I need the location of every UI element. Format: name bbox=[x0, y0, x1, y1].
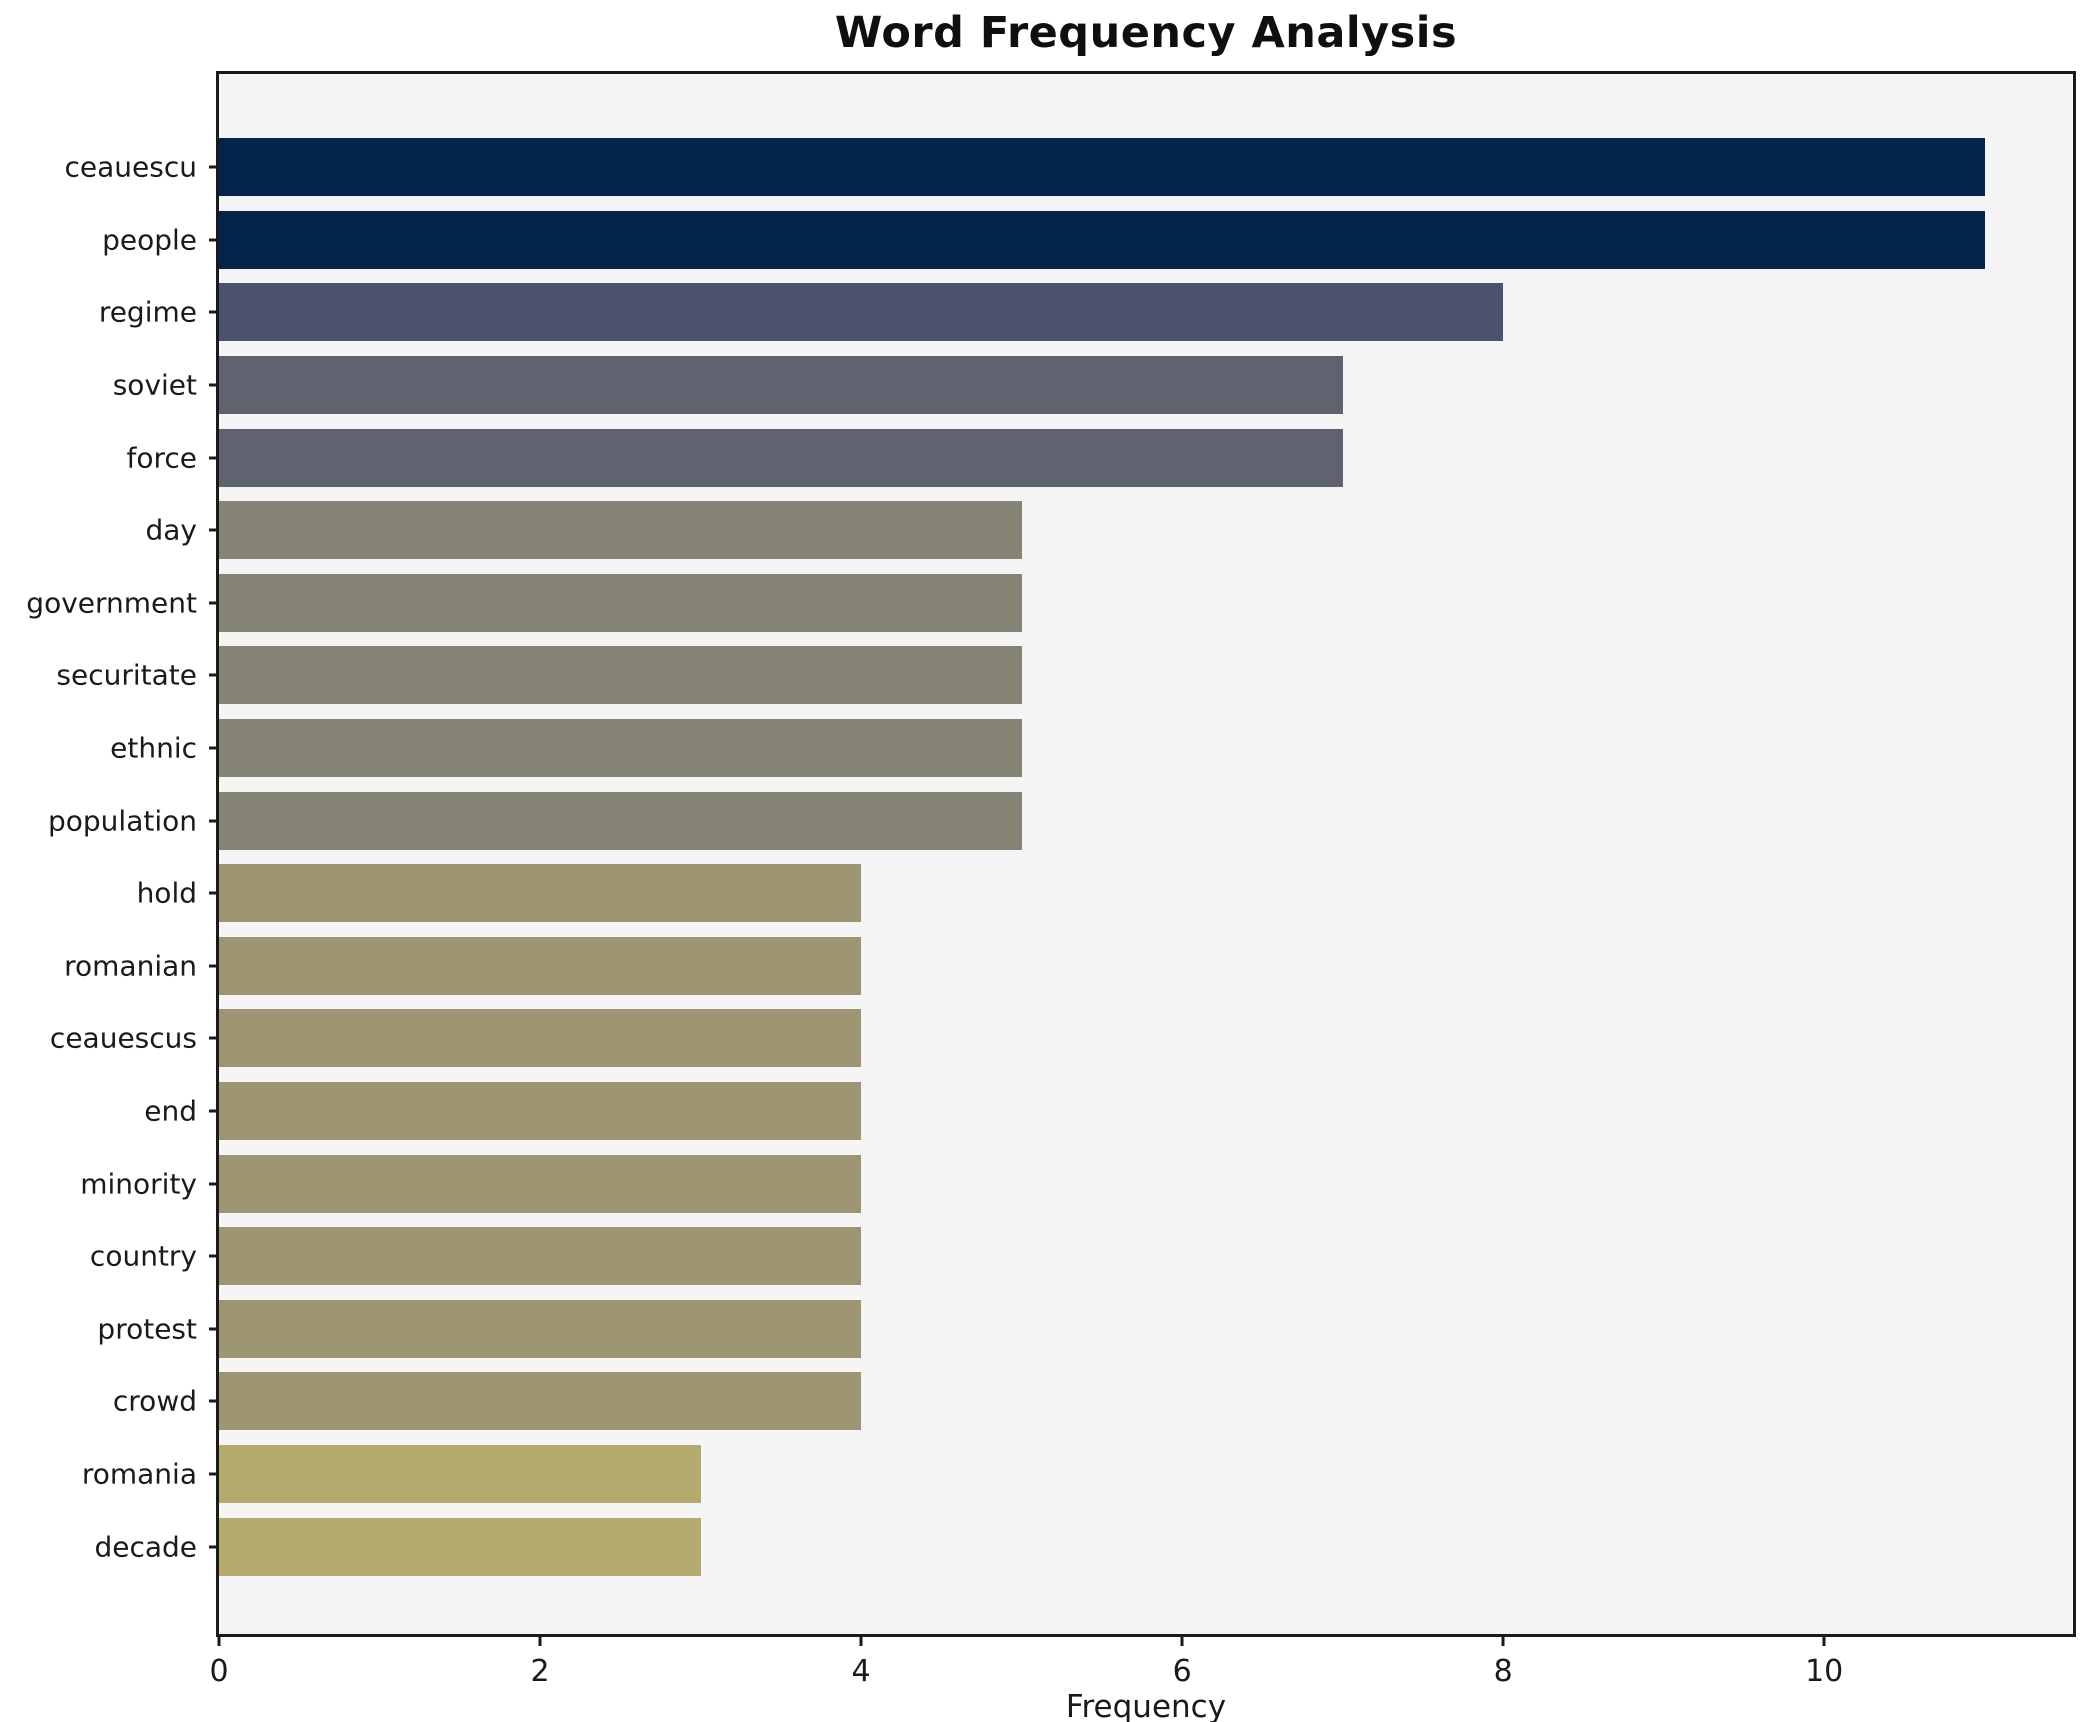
bar-row: country bbox=[90, 1220, 2073, 1293]
frequency-bar bbox=[219, 1154, 862, 1213]
y-tick-mark bbox=[209, 1472, 219, 1476]
x-tick-label: 0 bbox=[209, 1654, 229, 1689]
y-tick-mark bbox=[209, 456, 219, 460]
frequency-bar bbox=[219, 1372, 862, 1431]
bar-row: population bbox=[48, 784, 2073, 857]
frequency-bar bbox=[219, 1444, 701, 1503]
y-axis-category-label: romania bbox=[81, 1457, 197, 1491]
bar-row: securitate bbox=[56, 639, 2073, 712]
y-axis-category-label: crowd bbox=[112, 1384, 197, 1418]
y-axis-category-label: population bbox=[48, 804, 197, 838]
frequency-bar bbox=[219, 791, 1022, 850]
y-axis-category-label: protest bbox=[97, 1312, 197, 1346]
y-tick-mark bbox=[209, 1036, 219, 1040]
x-axis-label: Frequency bbox=[1065, 1689, 1227, 1722]
bar-row: regime bbox=[99, 276, 2073, 349]
chart-title: Word Frequency Analysis bbox=[834, 8, 1458, 58]
bar-row: decade bbox=[94, 1510, 2073, 1583]
bar-row: government bbox=[26, 567, 2073, 640]
y-axis-category-label: minority bbox=[80, 1167, 197, 1201]
y-tick-mark bbox=[209, 1254, 219, 1258]
bar-row: ethnic bbox=[110, 712, 2073, 785]
x-tick-label: 2 bbox=[530, 1654, 550, 1689]
y-tick-mark bbox=[209, 310, 219, 314]
frequency-bar bbox=[219, 1299, 862, 1358]
frequency-bar bbox=[219, 1082, 862, 1141]
frequency-bar bbox=[219, 138, 1985, 197]
x-tick-mark bbox=[859, 1634, 863, 1646]
bar-row: romanian bbox=[64, 930, 2073, 1003]
y-tick-mark bbox=[209, 165, 219, 169]
frequency-bar bbox=[219, 573, 1022, 632]
bar-row: ceauescu bbox=[65, 131, 2073, 204]
frequency-bar bbox=[219, 719, 1022, 778]
x-tick-mark bbox=[1822, 1634, 1826, 1646]
y-tick-mark bbox=[209, 601, 219, 605]
y-axis-category-label: decade bbox=[94, 1530, 197, 1564]
x-tick-mark bbox=[1501, 1634, 1505, 1646]
y-tick-mark bbox=[209, 1545, 219, 1549]
y-axis-category-label: country bbox=[89, 1239, 197, 1273]
frequency-bar bbox=[219, 210, 1985, 269]
x-tick-mark bbox=[1180, 1634, 1184, 1646]
y-tick-mark bbox=[209, 1109, 219, 1113]
y-axis-category-label: hold bbox=[136, 876, 197, 910]
frequency-bar bbox=[219, 1227, 862, 1286]
frequency-bar bbox=[219, 428, 1343, 487]
y-axis-category-label: ceauescus bbox=[49, 1021, 197, 1055]
y-tick-mark bbox=[209, 1327, 219, 1331]
frequency-bar bbox=[219, 1517, 701, 1576]
frequency-bar bbox=[219, 864, 862, 923]
bar-row: end bbox=[144, 1075, 2073, 1148]
y-tick-mark bbox=[209, 528, 219, 532]
y-tick-mark bbox=[209, 891, 219, 895]
y-tick-mark bbox=[209, 673, 219, 677]
x-tick-label: 10 bbox=[1805, 1654, 1844, 1689]
bar-rows: ceauescu people regime soviet force day govern… bbox=[26, 131, 2073, 1583]
frequency-bar bbox=[219, 646, 1022, 705]
y-axis-category-label: force bbox=[126, 441, 197, 475]
y-axis-category-label: end bbox=[144, 1094, 197, 1128]
x-tick-label: 4 bbox=[851, 1654, 871, 1689]
y-tick-mark bbox=[209, 383, 219, 387]
y-tick-mark bbox=[209, 1182, 219, 1186]
y-axis-category-label: romanian bbox=[64, 949, 197, 983]
y-axis-category-label: government bbox=[26, 586, 197, 620]
bar-row: hold bbox=[137, 857, 2073, 930]
frequency-bar bbox=[219, 283, 1504, 342]
bar-row: force bbox=[126, 421, 2073, 494]
y-tick-mark bbox=[209, 964, 219, 968]
x-tick-label: 8 bbox=[1493, 1654, 1513, 1689]
frequency-bar bbox=[219, 501, 1022, 560]
bar-row: minority bbox=[80, 1147, 2073, 1220]
frequency-bar bbox=[219, 1009, 862, 1068]
y-tick-mark bbox=[209, 1399, 219, 1403]
x-tick-mark bbox=[217, 1634, 221, 1646]
y-tick-mark bbox=[209, 819, 219, 823]
x-tick-mark bbox=[538, 1634, 542, 1646]
bar-row: ceauescus bbox=[50, 1002, 2073, 1075]
y-axis-category-label: ethnic bbox=[110, 731, 197, 765]
bar-row: day bbox=[145, 494, 2073, 567]
frequency-bar bbox=[219, 356, 1343, 415]
y-axis-category-label: securitate bbox=[56, 658, 197, 692]
y-axis-category-label: regime bbox=[98, 295, 197, 329]
y-axis-category-label: soviet bbox=[112, 368, 197, 402]
y-tick-mark bbox=[209, 746, 219, 750]
bar-row: protest bbox=[97, 1293, 2073, 1366]
x-tick-label: 6 bbox=[1172, 1654, 1192, 1689]
y-tick-mark bbox=[209, 238, 219, 242]
bar-row: romania bbox=[82, 1438, 2073, 1511]
bar-row: crowd bbox=[113, 1365, 2073, 1438]
y-axis-category-label: people bbox=[102, 223, 197, 257]
bar-row: people bbox=[102, 204, 2073, 277]
y-axis-category-label: day bbox=[145, 513, 197, 547]
y-axis-category-label: ceauescu bbox=[64, 150, 197, 184]
bar-row: soviet bbox=[113, 349, 2073, 422]
plot-area: ceauescu people regime soviet force day govern… bbox=[26, 71, 2076, 1689]
frequency-bar bbox=[219, 936, 862, 995]
